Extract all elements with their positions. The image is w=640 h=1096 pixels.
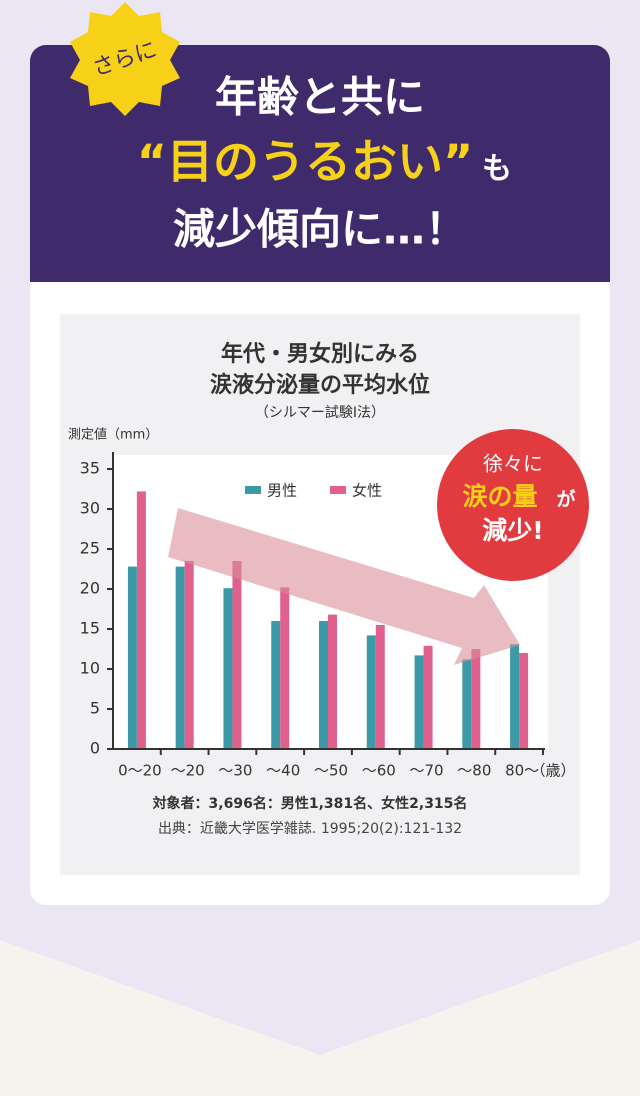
bar: [319, 621, 328, 749]
y-tick-label: 25: [80, 539, 100, 558]
callout-text: 徐々に: [483, 452, 543, 476]
headline: 減少傾向に…！: [173, 205, 467, 254]
y-tick-label: 35: [80, 459, 100, 478]
bar: [328, 614, 337, 749]
y-axis-label: 測定値（mm）: [68, 427, 158, 443]
legend-label: 男性: [267, 482, 297, 500]
bar: [175, 566, 185, 749]
bar: [271, 621, 281, 749]
x-tick-label: ～60: [362, 762, 396, 780]
x-tick-label: ～50: [314, 762, 348, 780]
bar: [136, 491, 146, 749]
note: 出典：近畿大学医学雑誌. 1995;20(2):121-132: [158, 821, 462, 837]
badge-burst: [70, 2, 180, 116]
callout-emphasis: 涙の量: [462, 482, 537, 511]
headline: も: [482, 152, 512, 187]
chart-title: 涙液分泌量の平均水位: [210, 372, 430, 398]
y-tick-label: 20: [80, 579, 100, 598]
bar: [223, 588, 233, 749]
legend-swatch: [330, 486, 346, 494]
callout-text: が: [556, 488, 575, 511]
bar: [423, 645, 433, 749]
bar: [462, 659, 472, 749]
x-tick-label: ～30: [218, 762, 252, 780]
note: 対象者：3,696名：男性1,381名、女性2,315名: [152, 795, 468, 812]
x-unit: （歳）: [530, 762, 575, 780]
bar: [127, 566, 137, 749]
chart-title: 年代・男女別にみる: [221, 341, 419, 367]
bar: [510, 644, 520, 749]
bar: [471, 649, 481, 749]
x-tick-label: ～40: [266, 762, 300, 780]
headline: 年齢と共に: [215, 73, 425, 122]
y-tick-label: 15: [80, 619, 100, 638]
trend-arrow: [168, 508, 520, 665]
headline-highlight: “目のうるおい”: [137, 135, 473, 189]
legend-swatch: [245, 486, 261, 494]
x-tick-label: ～80: [457, 762, 491, 780]
x-tick-label: 0～20: [118, 762, 162, 780]
x-tick-label: 80～: [505, 762, 539, 780]
x-tick-label: ～20: [171, 762, 205, 780]
legend-label: 女性: [352, 482, 382, 500]
y-tick-label: 0: [90, 739, 100, 758]
y-tick-label: 10: [80, 659, 100, 678]
bar: [519, 653, 529, 749]
y-tick-label: 30: [80, 499, 100, 518]
chart-subtitle: （シルマー試験Ⅰ法）: [255, 405, 385, 421]
callout-circle: [437, 429, 589, 581]
x-tick-label: ～70: [410, 762, 444, 780]
header-band: [30, 45, 610, 282]
y-tick-label: 5: [90, 699, 100, 718]
bar: [414, 655, 424, 749]
bar: [375, 625, 385, 749]
callout-text: 減少!: [482, 516, 543, 545]
bar: [280, 587, 290, 749]
bar: [184, 561, 194, 749]
bar: [232, 561, 242, 749]
bar: [366, 635, 376, 749]
bars: [127, 491, 529, 749]
